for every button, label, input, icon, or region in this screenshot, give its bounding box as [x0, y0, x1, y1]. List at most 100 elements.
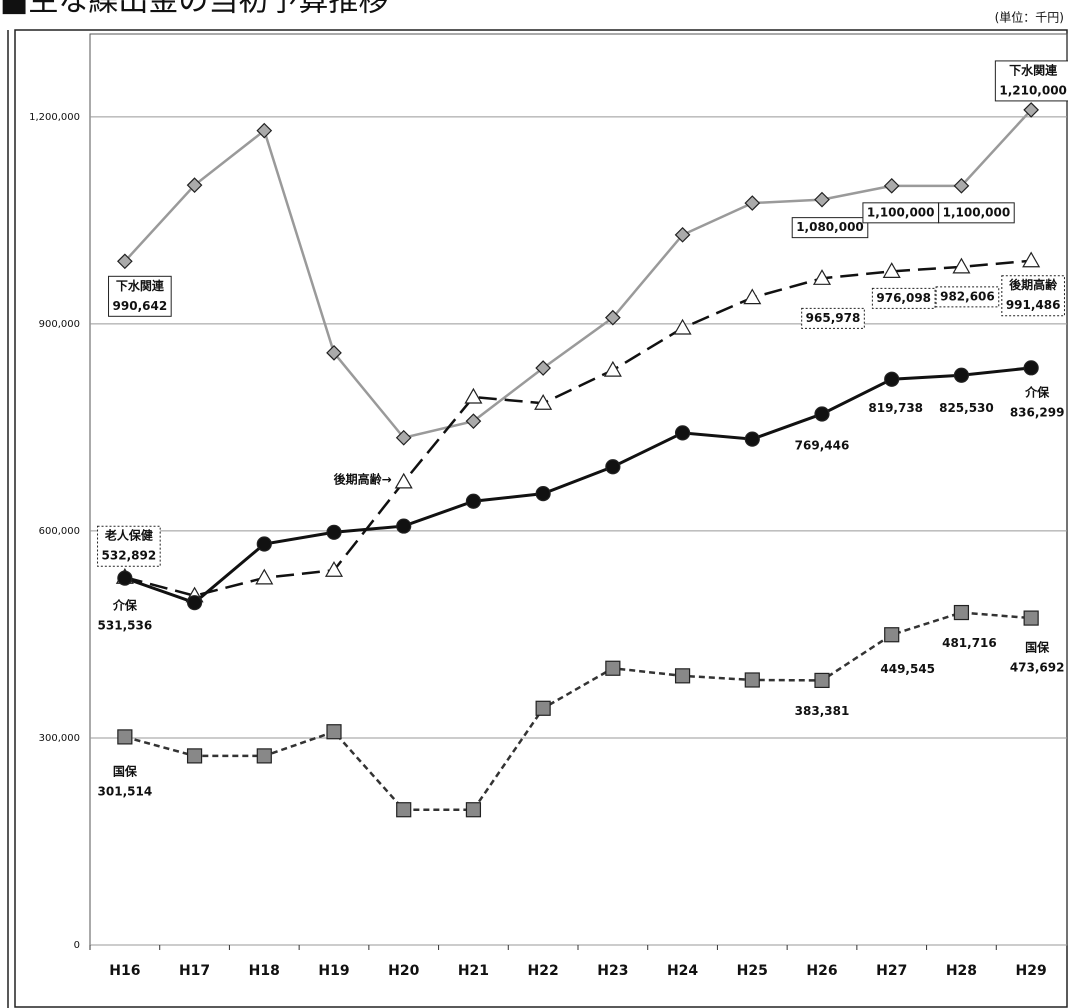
value-label: 836,299: [1010, 405, 1065, 419]
point: [744, 431, 760, 447]
point: [673, 318, 692, 335]
value-label: 976,098: [876, 291, 931, 305]
label-box: [871, 287, 936, 309]
point: [605, 309, 621, 326]
x-tick-label: H24: [667, 963, 698, 979]
label-name: 老人保健: [105, 528, 154, 543]
y-tick-label: 0: [74, 940, 80, 951]
series-line: [123, 109, 1033, 440]
y-tick-label: 1,200,000: [29, 112, 80, 123]
label-name: 国保: [113, 763, 138, 778]
point: [394, 472, 413, 489]
x-tick-label: H28: [946, 963, 977, 979]
data-label: 後期高齢 991,486: [1001, 275, 1065, 317]
x-tick-label: H22: [528, 963, 559, 979]
x-tick-label: H29: [1016, 963, 1047, 979]
data-label: 982,606: [935, 286, 1000, 308]
data-label: 1,100,000: [938, 202, 1015, 224]
data-label: 481,716: [942, 636, 997, 650]
series-line: [124, 611, 1032, 811]
value-label: 481,716: [942, 636, 997, 650]
x-tick-label: H25: [737, 963, 768, 979]
point: [534, 394, 553, 410]
value-label: 990,642: [113, 299, 168, 313]
x-tick-label: H27: [876, 963, 907, 979]
x-tick-label: H23: [597, 963, 628, 979]
point: [326, 524, 342, 540]
point: [326, 724, 342, 740]
point: [465, 493, 482, 509]
value-label: 965,978: [806, 311, 861, 325]
point: [744, 672, 760, 688]
label-name: 介保: [112, 598, 138, 613]
label-name: 国保: [1025, 640, 1050, 655]
data-label: 介保 836,299: [1010, 384, 1065, 419]
point: [884, 627, 900, 643]
label-box: [801, 307, 865, 329]
point: [396, 518, 412, 534]
point: [674, 226, 691, 243]
label-box: [97, 525, 161, 567]
label-name: 介保: [1024, 384, 1050, 399]
point: [1022, 251, 1041, 268]
point: [814, 672, 830, 689]
series-line: [124, 259, 1032, 598]
data-label: 国保 301,514: [98, 763, 153, 798]
y-tick-label: 900,000: [39, 319, 80, 330]
data-label: 介保 531,536: [98, 598, 153, 633]
point: [814, 191, 830, 208]
label-box: [1001, 275, 1065, 317]
value-label: 473,692: [1010, 661, 1065, 675]
point: [952, 257, 971, 274]
point: [884, 371, 900, 387]
y-tick-label: 300,000: [39, 733, 80, 744]
point: [883, 177, 900, 194]
value-label: 532,892: [102, 549, 157, 563]
label-name: 後期高齢: [1009, 277, 1058, 292]
x-tick-label: H18: [249, 963, 280, 979]
point: [882, 262, 901, 278]
point: [464, 387, 483, 404]
data-label: 老人保健 532,892: [97, 525, 161, 567]
point: [814, 406, 830, 422]
value-label: 1,100,000: [943, 205, 1011, 219]
point: [1023, 360, 1039, 376]
x-tick-label: H17: [179, 963, 210, 979]
value-label: 991,486: [1006, 298, 1061, 312]
point: [256, 748, 272, 764]
point: [255, 568, 274, 585]
label-box: [938, 202, 1015, 224]
annotation: 後期高齢→: [334, 471, 392, 486]
data-label: 769,446: [795, 438, 850, 452]
point: [603, 360, 622, 377]
point: [186, 177, 203, 193]
value-label: 1,100,000: [867, 205, 935, 219]
value-label: 531,536: [98, 619, 153, 633]
point: [605, 459, 621, 475]
point: [1023, 102, 1039, 118]
label-box: [994, 60, 1068, 102]
value-label: 383,381: [795, 704, 850, 718]
outer-frame: [14, 29, 1068, 1008]
value-label: 819,738: [868, 401, 923, 415]
chart-title: ■主な繰出金の当初予算推移: [0, 0, 388, 19]
point: [605, 660, 621, 676]
point: [535, 700, 551, 716]
point: [326, 345, 342, 361]
label-name: 下水関連: [116, 278, 165, 293]
data-label: 825,530: [939, 401, 994, 415]
x-tick-label: H26: [806, 963, 837, 979]
value-label: 769,446: [795, 438, 850, 452]
data-label: 449,545: [880, 662, 935, 676]
point: [117, 729, 133, 745]
series-line: [124, 366, 1032, 605]
data-label: 819,738: [868, 401, 923, 415]
point: [535, 360, 551, 376]
point: [812, 269, 832, 285]
data-label: 976,098: [871, 287, 936, 309]
value-label: 449,545: [880, 662, 935, 676]
point: [465, 802, 482, 818]
label-box: [791, 217, 869, 239]
label-box: [108, 275, 172, 317]
data-label: 下水関連 1,210,000: [994, 60, 1068, 102]
